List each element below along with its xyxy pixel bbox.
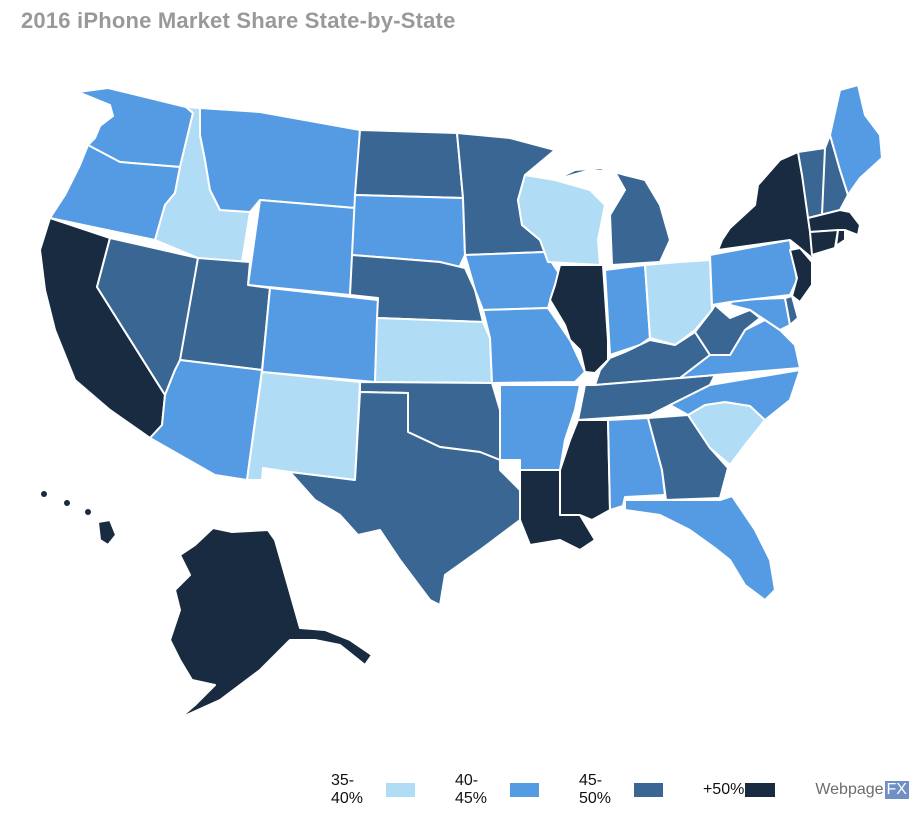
state-michigan[interactable] xyxy=(554,167,671,266)
state-maine[interactable] xyxy=(829,84,883,196)
state-new-mexico[interactable] xyxy=(246,371,361,481)
state-delaware[interactable] xyxy=(784,295,799,326)
legend-label: +50% xyxy=(702,781,745,798)
state-alaska[interactable] xyxy=(169,527,373,719)
state-connecticut[interactable] xyxy=(809,229,839,256)
legend-swatch xyxy=(745,783,776,797)
legend-swatch xyxy=(633,783,663,797)
legend-label: 40-45% xyxy=(454,772,488,807)
webpagefx-logo: Webpage FX xyxy=(815,781,909,799)
legend-label: 35-40% xyxy=(331,772,364,807)
legend-item-40-45: 40-45% xyxy=(455,772,539,808)
state-iowa[interactable] xyxy=(464,251,561,311)
map-legend: 35-40% 40-45% 45-50% +50% Webpage FX xyxy=(331,772,909,808)
state-north-carolina[interactable] xyxy=(669,369,801,421)
state-indiana[interactable] xyxy=(604,264,651,356)
state-montana[interactable] xyxy=(199,107,361,213)
hawaii-island-maui xyxy=(85,509,91,515)
state-illinois[interactable] xyxy=(549,264,609,374)
legend-swatch xyxy=(509,783,539,797)
legend-item-50-plus: +50% xyxy=(702,781,776,799)
hawaii-island-oahu xyxy=(64,500,70,506)
state-colorado[interactable] xyxy=(261,287,379,383)
legend-label: 45-50% xyxy=(578,772,611,807)
legend-item-45-50: 45-50% xyxy=(579,772,663,808)
state-north-dakota[interactable] xyxy=(354,129,464,199)
brand-badge: FX xyxy=(884,781,909,799)
state-texas[interactable] xyxy=(289,391,521,606)
state-hawaii[interactable] xyxy=(97,519,117,546)
map-title: 2016 iPhone Market Share State-by-State xyxy=(21,8,456,33)
state-kansas[interactable] xyxy=(374,317,493,384)
hawaii-island-kauai xyxy=(41,491,47,497)
legend-item-35-40: 35-40% xyxy=(331,772,415,808)
brand-text: Webpage xyxy=(815,781,884,798)
state-wyoming[interactable] xyxy=(247,199,356,296)
state-florida[interactable] xyxy=(624,495,776,601)
state-rhode-island[interactable] xyxy=(835,229,846,247)
legend-swatch xyxy=(385,783,415,797)
